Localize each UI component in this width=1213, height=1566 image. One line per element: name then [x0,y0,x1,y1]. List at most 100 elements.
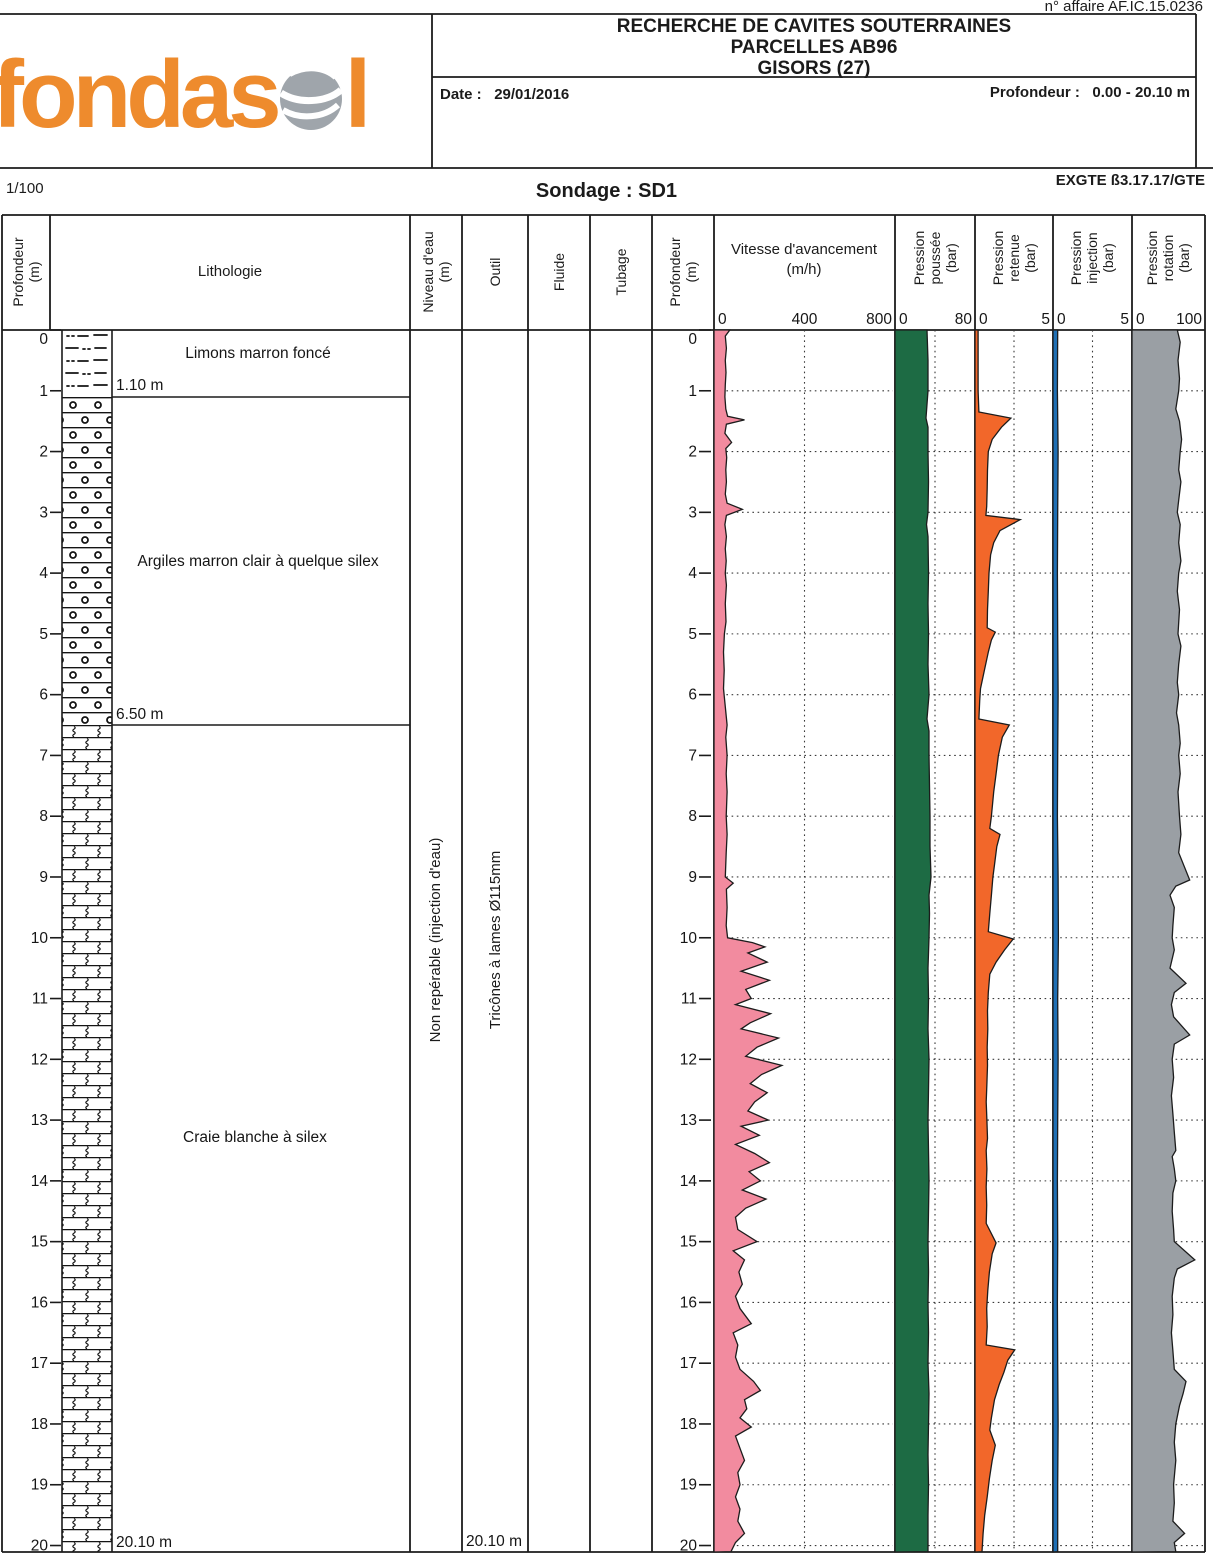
title-line-3: GISORS (27) [757,58,871,79]
col-header-lithologie: Lithologie [197,263,263,280]
lithology-pattern-argiles [62,397,112,725]
layer-name-argiles: Argiles marron clair à quelque silex [137,553,378,570]
vitesse-axis-tick: 400 [792,311,818,328]
col-header-pression-injection: Pression injection (bar) [1068,230,1116,286]
sondage-title: Sondage : SD1 [535,180,678,202]
pression-poussee-axis-tick: 0 [899,311,908,328]
depth-label: 11 [32,991,48,1008]
col-header-vitesse: Vitesse d'avancement (m/h) [730,241,878,278]
depth-label: 1 [39,383,48,400]
depth-label: 16 [680,1294,697,1311]
depth-label: 18 [680,1416,697,1433]
depth-label: 10 [680,930,698,947]
lithology-pattern-craie [62,725,112,1552]
col-header-profondeur-right: Profondeur (m) [667,237,699,307]
depth-label: 9 [688,869,697,886]
profondeur-label: Profondeur : [989,84,1080,101]
depth-label: 11 [681,991,697,1008]
depth-label: 17 [680,1355,697,1372]
scale-ratio: 1/100 [6,180,44,197]
title-line-2: PARCELLES AB96 [730,37,898,58]
title-line-1: RECHERCHE DE CAVITES SOUTERRAINES [616,16,1012,37]
date-label: Date : [440,86,482,103]
pression-rotation-axis-tick: 0 [1136,311,1145,328]
pression-retenue-axis-tick: 5 [1041,311,1050,328]
lithology-labels: Limons marron foncé 1.10 m Argiles marro… [116,345,522,1551]
depth-label: 4 [39,565,48,582]
logo-text-left: fondas [0,41,282,148]
col-header-profondeur-left: Profondeur (m) [10,237,42,307]
depth-label: 4 [688,565,697,582]
lithology-pattern-limons [62,330,112,397]
pression-injection-curve [1052,329,1060,1553]
layer-depth-20-10: 20.10 m [116,1534,172,1551]
outil-note: Tricônes à lames Ø115mm [487,850,504,1030]
depth-label: 12 [680,1051,697,1068]
depth-label: 5 [39,626,48,643]
depth-label: 7 [688,747,697,764]
depth-label: 19 [680,1477,697,1494]
layer-name-limons: Limons marron foncé [185,345,331,362]
depth-label: 16 [31,1294,48,1311]
depth-label: 14 [680,1173,698,1190]
pression-retenue-curve [974,329,1023,1553]
vitesse-axis-tick: 0 [718,311,727,328]
col-header-niveau-eau: Niveau d'eau (m) [420,231,452,313]
depth-label: 2 [39,444,48,461]
col-header-pression-rotation: Pression rotation (bar) [1144,230,1192,286]
depth-label: 0 [39,331,48,348]
affaire-number: n° affaire AF.IC.15.0236 [1044,0,1203,15]
depth-label: 5 [688,626,697,643]
lithology-strip [61,330,410,1552]
depth-label: 6 [39,687,48,704]
depth-label: 1 [688,383,697,400]
depth-label: 15 [680,1234,697,1251]
pression-retenue-axis-tick: 0 [979,311,988,328]
report-title: RECHERCHE DE CAVITES SOUTERRAINES PARCEL… [432,16,1196,79]
globe-icon [278,67,343,130]
depth-label: 18 [31,1416,48,1433]
layer-depth-6-50: 6.50 m [116,706,163,723]
date-value: 29/01/2016 [494,86,570,103]
depth-label: 12 [31,1051,48,1068]
depth-label: 13 [31,1112,48,1129]
depth-label: 20 [680,1538,698,1555]
pression-injection-axis-tick: 5 [1120,311,1129,328]
layer-depth-1-10: 1.10 m [116,377,163,394]
depth-label: 3 [39,504,48,521]
depth-label: 17 [31,1355,48,1372]
depth-label: 0 [688,331,697,348]
layer-name-craie: Craie blanche à silex [183,1129,327,1146]
col-header-tubage: Tubage [613,248,629,296]
depth-label: 9 [39,869,48,886]
depth-label: 15 [31,1234,48,1251]
col-header-pression-poussee: Pression poussée (bar) [911,230,959,286]
depth-label: 13 [680,1112,697,1129]
vitesse-axis-tick: 800 [866,311,892,328]
pression-injection-axis-tick: 0 [1057,311,1066,328]
pression-rotation-axis-tick: 100 [1176,311,1202,328]
profondeur-row: Profondeur : 0.00 - 20.10 m [0,84,1190,101]
depth-label: 8 [39,808,48,825]
col-header-outil: Outil [487,257,503,287]
col-header-pression-retenue: Pression retenue (bar) [990,230,1038,286]
depth-label: 7 [39,747,48,764]
outil-end-depth: 20.10 m [466,1533,522,1550]
table-borders [1,214,1206,1553]
doc-ref: EXGTE ß3.17.17/GTE [1055,172,1205,189]
depth-label: 2 [688,444,697,461]
depth-label: 19 [31,1477,48,1494]
profondeur-value: 0.00 - 20.10 m [1092,84,1190,101]
col-header-fluide: Fluide [551,252,567,292]
pression-rotation-curve [1131,329,1196,1553]
niveau-eau-note: Non repérable (injection d'eau) [427,837,444,1043]
header-borders [0,13,1213,169]
depth-label: 20 [31,1538,49,1555]
depth-label: 14 [31,1173,49,1190]
depth-label: 6 [688,687,697,704]
depth-label: 10 [31,930,49,947]
date-row: Date : 29/01/2016 [440,86,569,103]
